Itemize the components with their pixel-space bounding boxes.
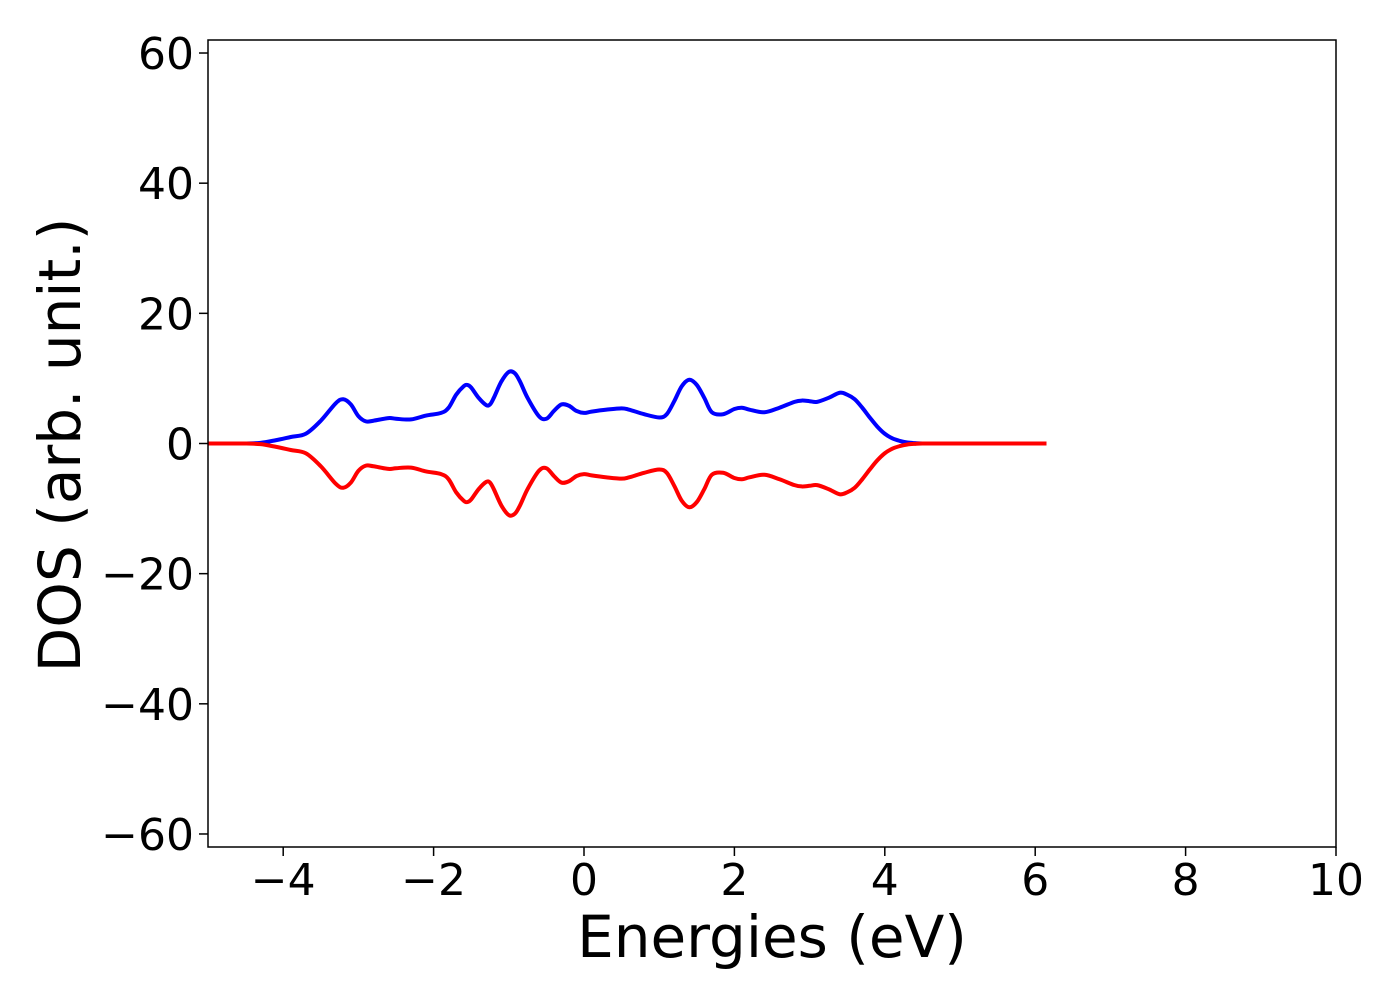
x-axis-label: Energies (eV) <box>577 903 967 971</box>
y-tick-label: 20 <box>138 289 194 340</box>
x-tick-label: 0 <box>570 855 598 906</box>
y-tick-label: −40 <box>101 680 194 731</box>
series-line-1 <box>207 369 1047 446</box>
y-axis-ticks: −60 −40 −20 0 20 40 60 <box>101 29 208 861</box>
y-tick-label: 40 <box>138 159 194 210</box>
x-tick-label: 2 <box>720 855 748 906</box>
x-tick-label: 10 <box>1308 855 1364 906</box>
y-tick-label: 60 <box>138 29 194 80</box>
x-tick-label: 4 <box>871 855 899 906</box>
y-tick-label: −60 <box>101 810 194 861</box>
x-tick-label: −2 <box>401 855 466 906</box>
series-line-2 <box>207 441 1047 518</box>
x-tick-label: −4 <box>251 855 316 906</box>
y-axis-label: DOS (arb. unit.) <box>26 218 94 673</box>
plot-frame <box>207 39 1337 848</box>
y-tick-label: −20 <box>101 550 194 601</box>
x-tick-label: 6 <box>1021 855 1049 906</box>
series-layer <box>207 369 1047 518</box>
y-tick-label: 0 <box>166 420 194 471</box>
x-tick-label: 8 <box>1172 855 1200 906</box>
x-axis-ticks: −4 −2 0 2 4 6 8 10 <box>251 847 1364 906</box>
